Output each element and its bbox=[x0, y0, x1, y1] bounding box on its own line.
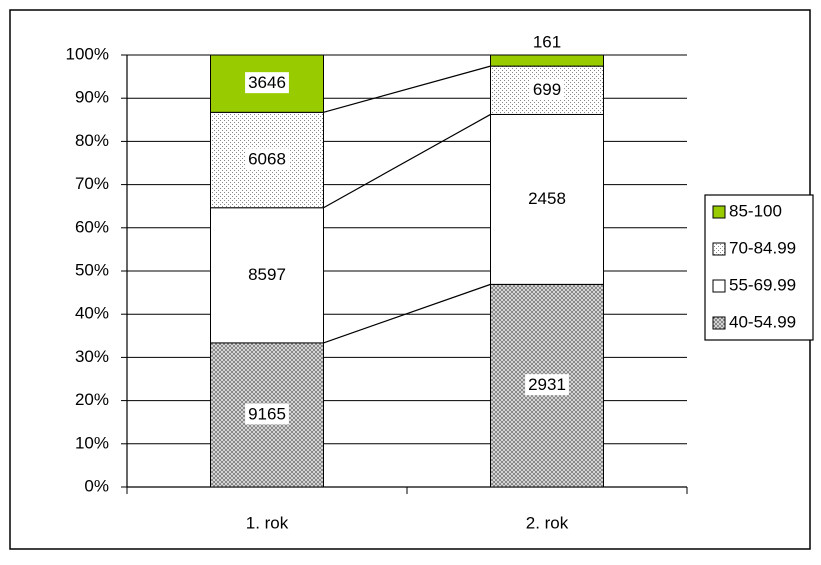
data-label-bg bbox=[245, 403, 289, 425]
data-label: 2931 bbox=[528, 375, 566, 394]
data-label: 9165 bbox=[248, 404, 286, 423]
legend-swatch bbox=[712, 205, 726, 219]
data-label: 3646 bbox=[248, 73, 286, 92]
y-tick-label: 80% bbox=[75, 131, 109, 150]
y-tick-label: 70% bbox=[75, 174, 109, 193]
data-label: 161 bbox=[533, 32, 561, 51]
series-line bbox=[323, 113, 491, 209]
legend-label: 85-100 bbox=[729, 201, 782, 220]
y-tick-label: 90% bbox=[75, 88, 109, 107]
data-label: 6068 bbox=[248, 150, 286, 169]
y-tick-label: 60% bbox=[75, 217, 109, 236]
data-label-bg bbox=[525, 187, 569, 209]
y-tick-label: 30% bbox=[75, 347, 109, 366]
data-label-bg bbox=[245, 148, 289, 170]
legend-swatch bbox=[712, 242, 726, 256]
y-tick-label: 100% bbox=[66, 44, 109, 63]
chart-border bbox=[9, 9, 811, 550]
y-tick-label: 20% bbox=[75, 390, 109, 409]
y-tick-label: 10% bbox=[75, 433, 109, 452]
series-line bbox=[323, 65, 491, 113]
data-label-bg bbox=[525, 374, 569, 396]
legend-swatch bbox=[712, 279, 726, 293]
legend-box bbox=[704, 194, 814, 341]
data-label-bg bbox=[529, 78, 565, 100]
legend-label: 70-84.99 bbox=[729, 238, 796, 257]
data-label-bg bbox=[245, 263, 289, 285]
series-line bbox=[323, 283, 491, 344]
y-tick-label: 50% bbox=[75, 260, 109, 279]
data-label: 2458 bbox=[528, 189, 566, 208]
data-label: 8597 bbox=[248, 265, 286, 284]
data-label-bg bbox=[245, 72, 289, 94]
x-tick-label: 2. rok bbox=[526, 513, 569, 532]
x-tick-label: 1. rok bbox=[246, 513, 289, 532]
legend-label: 55-69.99 bbox=[729, 275, 796, 294]
legend-label: 40-54.99 bbox=[729, 312, 796, 331]
data-label: 699 bbox=[533, 80, 561, 99]
bar-segment bbox=[490, 54, 604, 67]
legend-swatch bbox=[712, 316, 726, 330]
y-tick-label: 0% bbox=[84, 476, 109, 495]
y-tick-label: 40% bbox=[75, 304, 109, 323]
